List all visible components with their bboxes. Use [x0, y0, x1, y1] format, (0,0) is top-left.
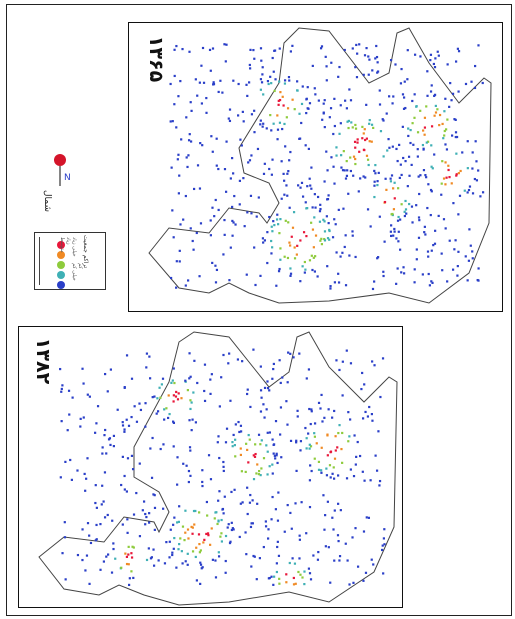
north-letter: N [64, 173, 71, 183]
figure-sheet [6, 4, 512, 616]
legend-title: تراکم جمعیت [82, 235, 89, 269]
legend-label-very-low: خیلی کم [71, 263, 77, 281]
legend-swatch-high [57, 251, 65, 259]
city-boundary [38, 331, 398, 606]
legend-swatch-very-high [57, 241, 65, 249]
legend-label-low: کم [77, 263, 83, 269]
city-boundary [148, 27, 492, 304]
map-panel-1382 [18, 326, 403, 608]
city-map-1365 [148, 27, 492, 304]
year-label-1382: ۱۳۸۲ [32, 337, 55, 385]
legend-label-medium: متوسط [59, 237, 65, 253]
density-dots-1365 [169, 43, 485, 291]
legend-swatch-medium [57, 261, 65, 269]
map-panel-1365 [128, 22, 503, 312]
map-legend: تراکم جمعیت خیلی زیاد زیاد متوسط کم خیلی… [34, 232, 106, 290]
density-dots-1382 [59, 348, 386, 587]
legend-swatch-very-low [57, 281, 65, 289]
legend-swatch-low [57, 271, 65, 279]
year-label-1365: ۱۳۶۵ [145, 35, 168, 83]
north-arrow-icon: N [54, 154, 71, 186]
city-map-1382 [38, 331, 398, 606]
legend-label-very-high: خیلی زیاد [71, 237, 77, 257]
legend-scale-bar [39, 237, 50, 285]
north-text: شمال [42, 190, 52, 213]
legend-label-high: زیاد [65, 237, 71, 245]
